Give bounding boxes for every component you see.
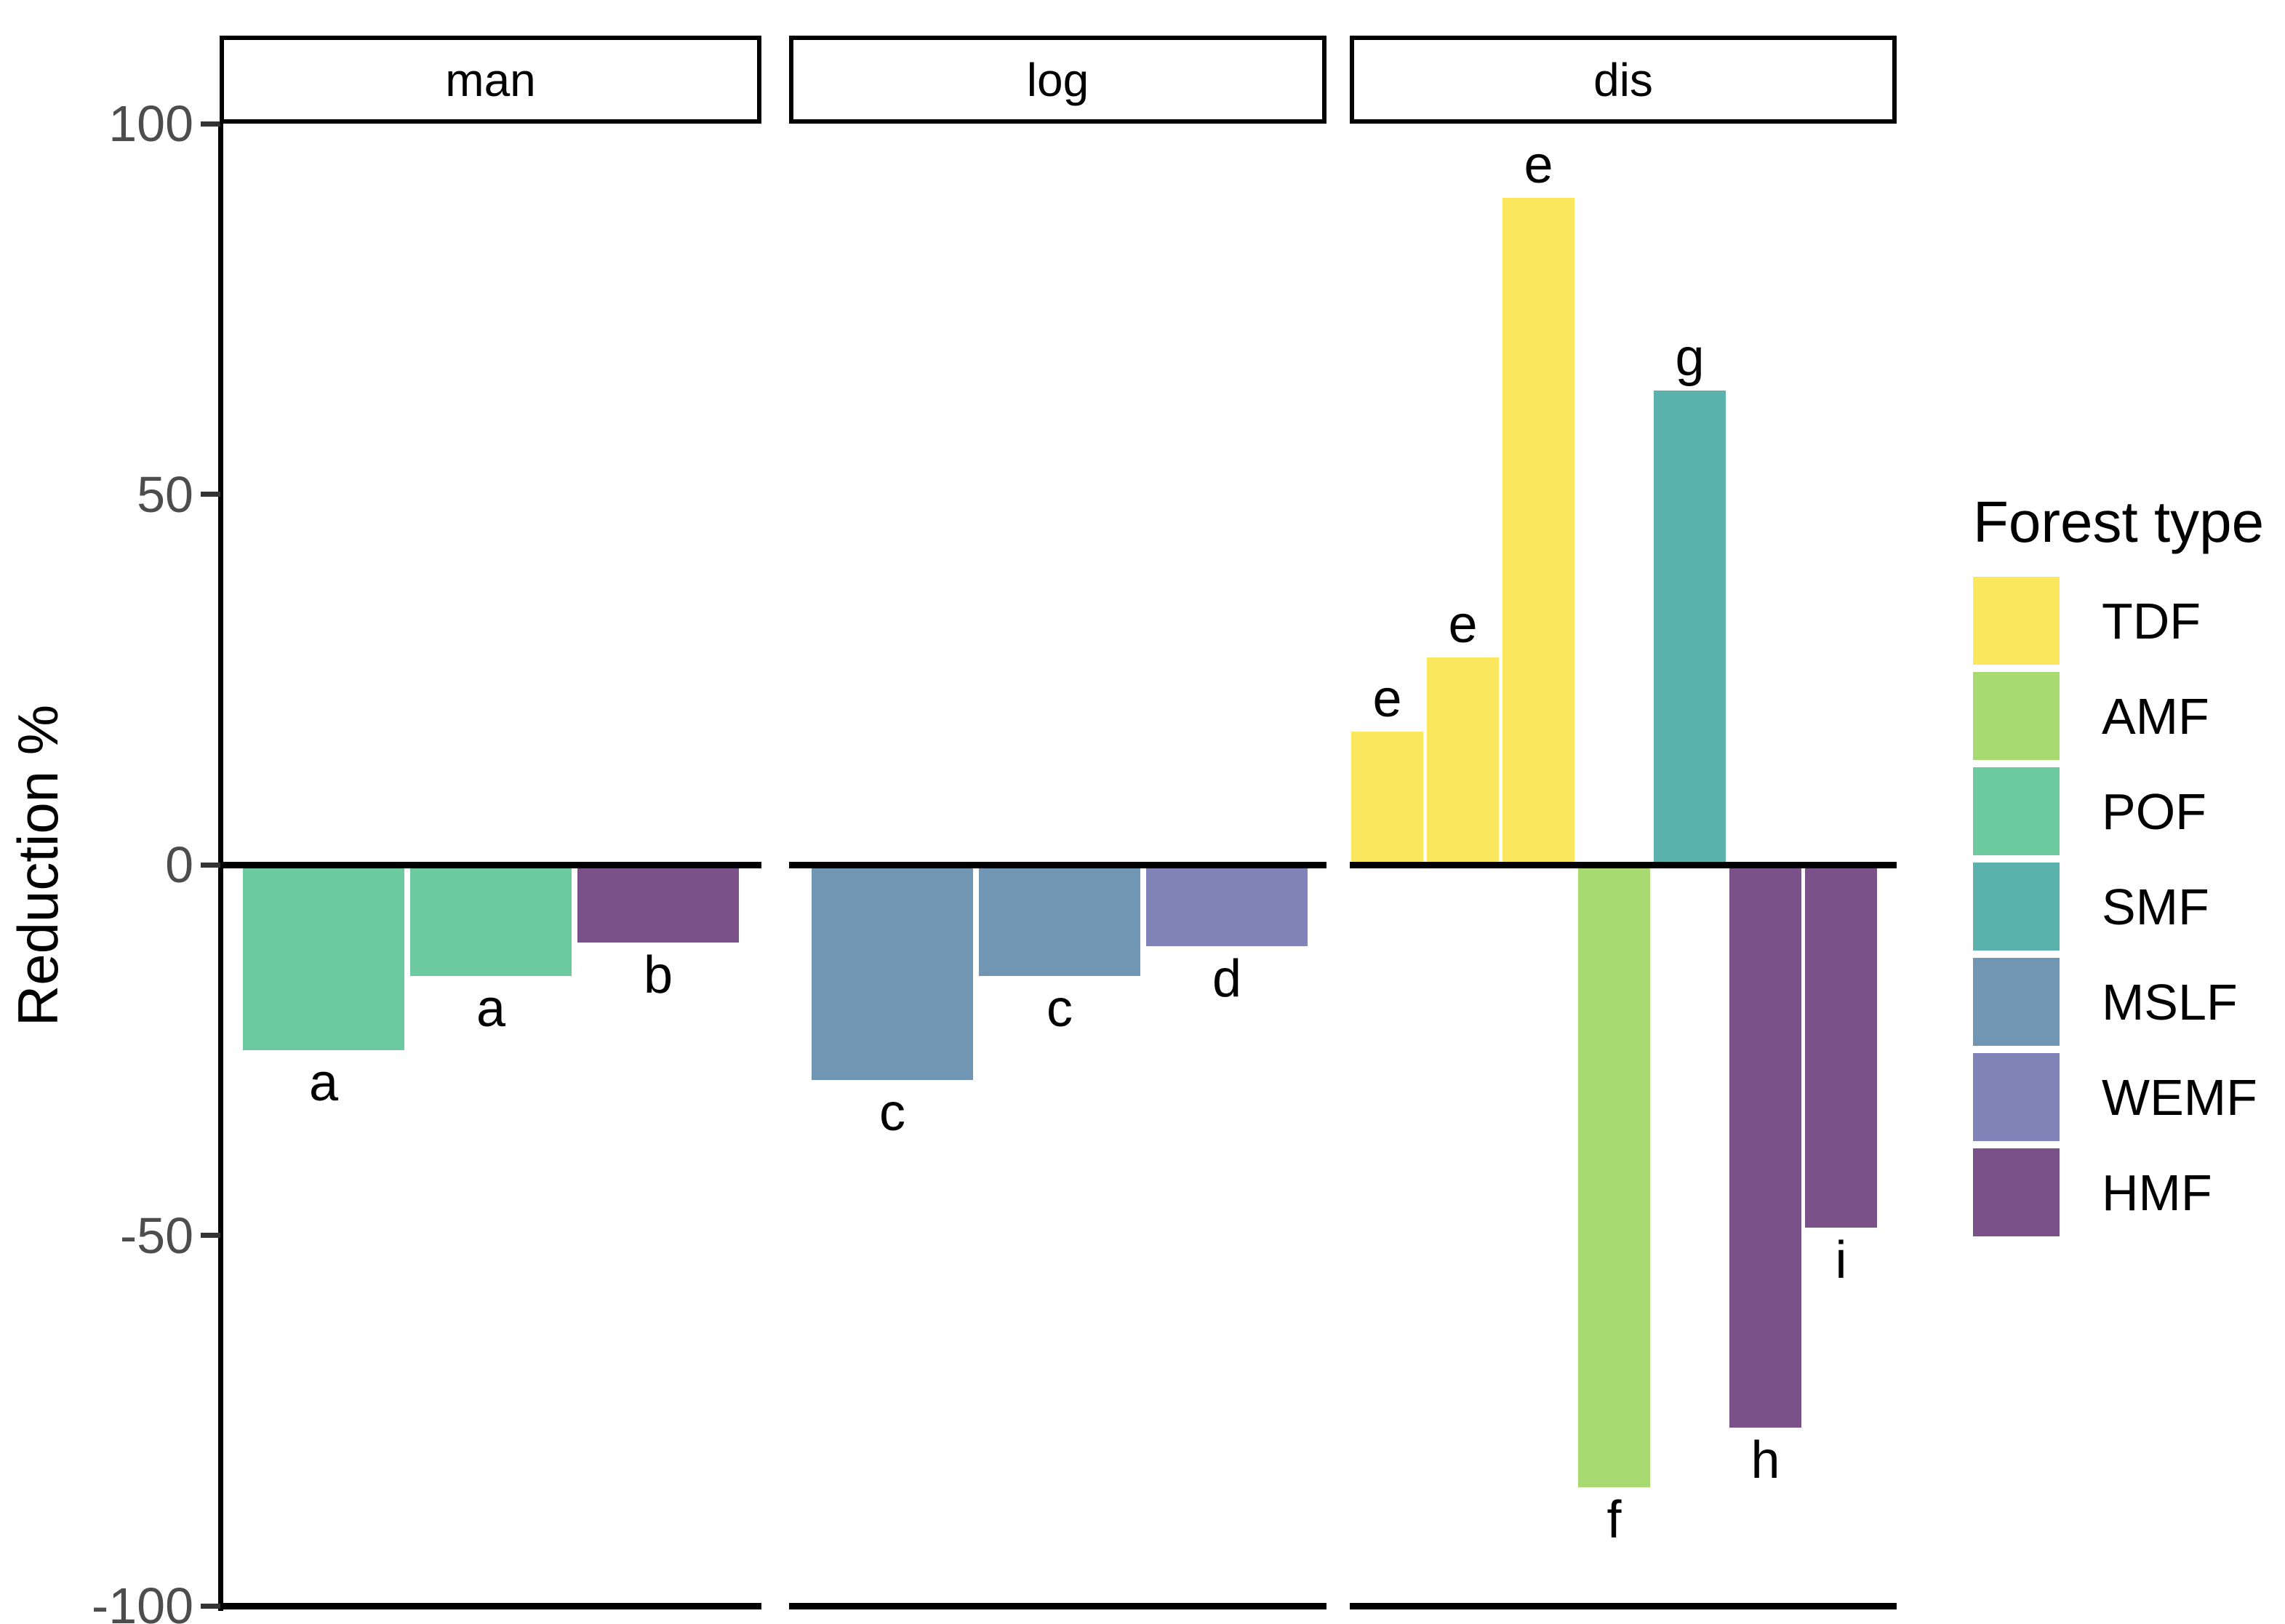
y-axis-line [218,124,223,1611]
legend-label-wemf: WEMF [2102,1068,2257,1126]
significance-letter: c [1047,979,1073,1038]
legend-label-amf: AMF [2102,687,2209,745]
bar-dis-amf [1578,865,1650,1487]
legend-swatch-pof [1973,767,2060,855]
zero-line [220,861,761,868]
bar-log-mslf [812,865,973,1080]
legend-title: Forest type [1973,489,2265,554]
significance-letter: a [308,1053,339,1112]
significance-letter: i [1835,1231,1847,1290]
bar-man-pof [243,865,404,1050]
significance-letter: h [1750,1431,1780,1490]
facet-header-dis: dis [1350,36,1897,124]
legend-swatch-smf [1973,863,2060,951]
y-tick-label: 100 [108,95,193,152]
zero-line [1350,861,1897,868]
bar-man-pof [410,865,572,976]
y-tick-mark [201,492,220,497]
significance-letter: b [643,945,673,1004]
significance-letter: c [879,1083,905,1142]
legend-swatch-wemf [1973,1053,2060,1141]
x-axis-line [1350,1603,1897,1609]
legend-swatch-amf [1973,672,2060,760]
bar-dis-tdf [1427,657,1499,865]
significance-letter: a [476,979,506,1038]
x-axis-line [789,1603,1326,1609]
y-tick-mark [201,1233,220,1238]
zero-line [789,861,1326,868]
y-tick-mark [201,862,220,868]
legend-label-mslf: MSLF [2102,973,2238,1031]
y-tick-label: -100 [91,1577,193,1624]
legend-swatch-mslf [1973,958,2060,1046]
legend-label-smf: SMF [2102,878,2209,935]
legend-label-tdf: TDF [2102,592,2201,649]
significance-letter: g [1675,328,1705,387]
y-tick-label: 50 [137,465,193,523]
significance-letter: e [1524,135,1553,194]
bar-dis-smf [1654,390,1726,865]
bar-dis-hmf [1805,865,1877,1228]
y-tick-mark [201,1603,220,1609]
bar-man-hmf [577,865,739,943]
significance-letter: d [1212,950,1242,1009]
y-tick-mark [201,121,220,127]
legend-label-pof: POF [2102,783,2206,840]
y-tick-label: 0 [165,836,193,893]
legend-label-hmf: HMF [2102,1164,2212,1221]
significance-letter: e [1372,669,1402,728]
significance-letter: f [1606,1490,1622,1549]
legend-swatch-tdf [1973,577,2060,665]
bar-dis-tdf [1351,731,1423,865]
significance-letter: e [1448,595,1478,654]
y-tick-label: -50 [119,1207,193,1264]
facet-header-log: log [789,36,1326,124]
bar-log-mslf [979,865,1140,976]
legend-swatch-hmf [1973,1148,2060,1236]
bar-dis-tdf [1502,197,1574,865]
facet-header-man: man [220,36,761,124]
bar-log-wemf [1146,865,1308,947]
x-axis-line [220,1603,761,1609]
bar-dis-hmf [1729,865,1801,1428]
